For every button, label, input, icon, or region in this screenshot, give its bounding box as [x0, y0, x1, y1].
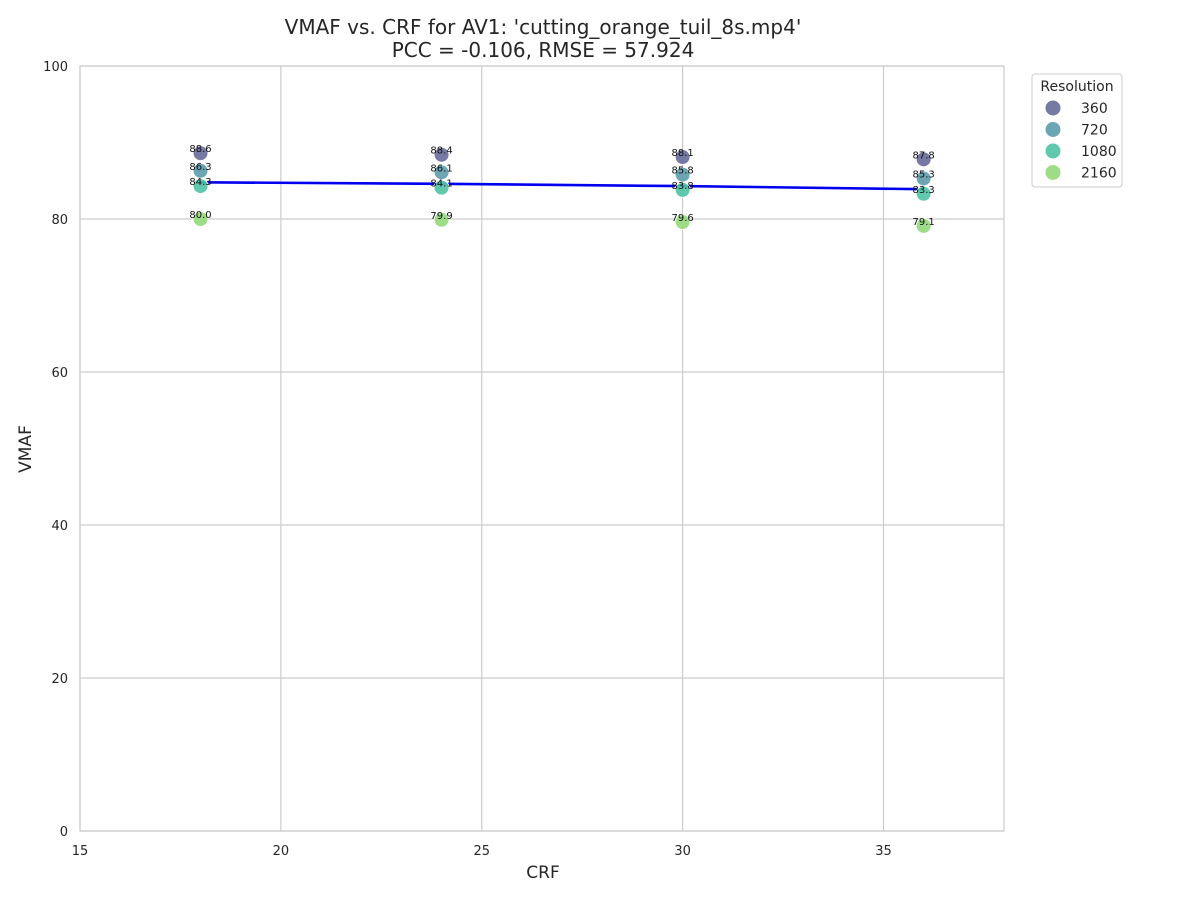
trend-line-layer: [200, 181, 924, 191]
data-point-2160: [433, 211, 450, 228]
y-tick-label: 100: [43, 60, 68, 75]
tick-labels: 15 20 25 30 35 0 20 40 60 80 100: [43, 60, 892, 859]
data-label-360: 88.4: [430, 146, 452, 157]
plot-area: [80, 66, 1004, 831]
legend: Resolution 360 720 1080 2160: [1031, 73, 1123, 188]
data-point-360: [674, 149, 691, 166]
y-tick-label: 80: [51, 213, 68, 228]
x-tick-label: 15: [72, 844, 89, 859]
x-tick-label: 35: [875, 844, 892, 859]
data-labels: 88.6 88.4 88.1 87.8 86.3 86.1 85.8 85.3 84.3 84.1…: [189, 144, 934, 228]
y-tick-label: 40: [51, 519, 68, 534]
data-point-2160: [674, 214, 691, 231]
data-point-2160: [192, 211, 209, 227]
data-label-2160: 79.6: [671, 213, 693, 224]
data-label-1080: 84.1: [430, 179, 452, 190]
data-label-2160: 79.9: [430, 211, 452, 222]
x-tick-label: 25: [473, 844, 490, 859]
legend-label-720: 720: [1081, 123, 1108, 139]
data-label-360: 87.8: [913, 150, 935, 161]
legend-label-360: 360: [1081, 101, 1108, 117]
x-axis-label: CRF: [526, 863, 559, 883]
data-label-360: 88.6: [189, 144, 211, 155]
data-label-720: 85.3: [913, 169, 935, 180]
y-axis-label: VMAF: [16, 425, 36, 473]
legend-marker-1080: [1045, 143, 1061, 159]
data-points: [192, 145, 932, 234]
data-label-720: 86.1: [430, 163, 452, 174]
legend-label-1080: 1080: [1081, 144, 1117, 160]
legend-marker-720: [1045, 122, 1061, 137]
data-label-720: 85.8: [671, 166, 693, 177]
data-label-2160: 79.1: [913, 217, 935, 228]
plot-frame: [79, 65, 1005, 832]
data-point-1080: [433, 179, 450, 196]
legend-marker-2160: [1045, 165, 1061, 180]
data-point-2160: [915, 217, 932, 234]
data-label-2160: 80.0: [189, 210, 211, 221]
legend-title: Resolution: [1040, 79, 1113, 95]
y-tick-label: 60: [51, 366, 68, 381]
x-tick-label: 20: [273, 844, 290, 859]
legend-label-2160: 2160: [1081, 166, 1117, 182]
data-point-360: [433, 146, 450, 163]
chart-title: VMAF vs. CRF for AV1: 'cutting_orange_tu…: [285, 15, 802, 39]
chart-subtitle: PCC = -0.106, RMSE = 57.924: [392, 38, 695, 62]
data-point-1080: [192, 178, 209, 195]
legend-marker-360: [1045, 100, 1061, 116]
y-tick-label: 20: [51, 672, 68, 687]
data-label-1080: 83.3: [913, 185, 935, 196]
data-label-360: 88.1: [671, 148, 693, 159]
data-point-1080: [915, 185, 932, 202]
data-label-1080: 83.8: [671, 181, 693, 192]
y-tick-label: 0: [60, 825, 68, 840]
x-tick-label: 30: [674, 844, 691, 859]
data-point-360: [192, 145, 209, 162]
data-point-360: [915, 151, 932, 168]
data-label-720: 86.3: [189, 162, 211, 173]
data-label-1080: 84.3: [189, 177, 211, 188]
trend-line: [200, 181, 924, 191]
legend-items: 360 720 1080 2160: [1045, 100, 1117, 182]
data-point-1080: [674, 181, 691, 198]
